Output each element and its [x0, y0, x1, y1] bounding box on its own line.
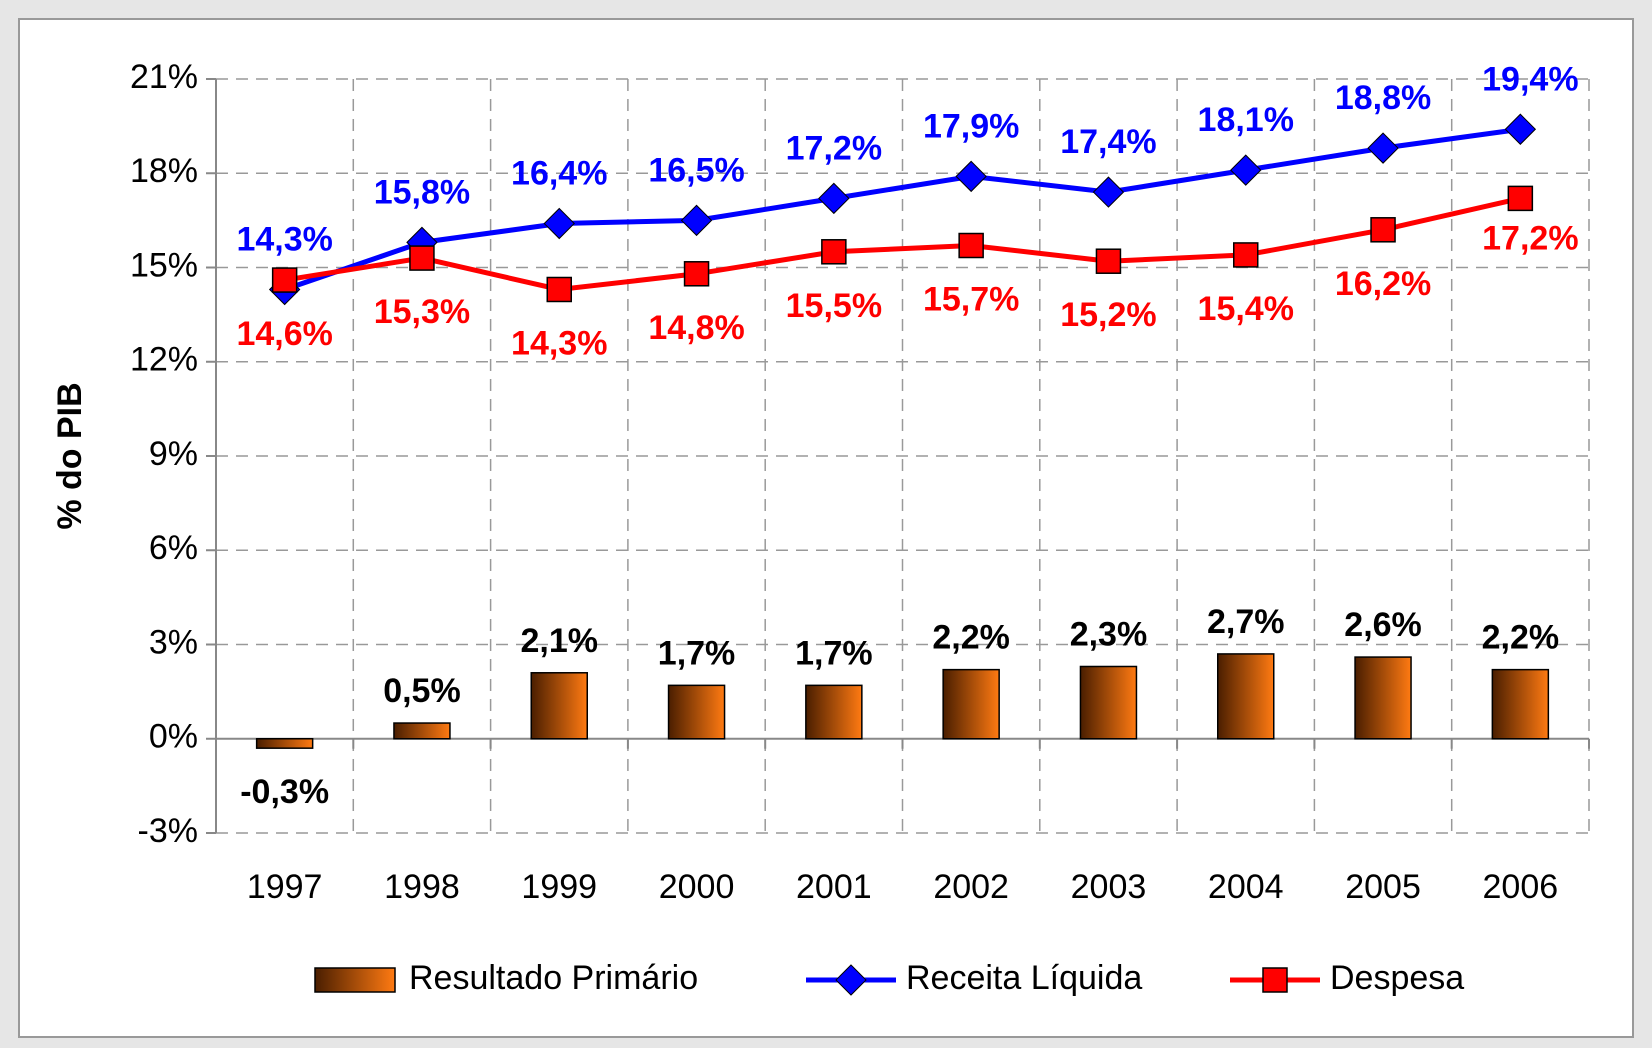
legend-marker: [1262, 967, 1288, 993]
data-label: 16,5%: [648, 151, 744, 189]
square-marker: [821, 239, 847, 265]
legend-label: Resultado Primário: [409, 959, 698, 997]
x-tick-label: 2001: [796, 868, 872, 906]
bar: [1217, 653, 1275, 740]
data-label: 15,5%: [786, 287, 882, 325]
x-tick-label: 2002: [933, 868, 1009, 906]
y-tick-label: 18%: [130, 152, 198, 190]
data-label: 14,3%: [236, 220, 332, 258]
chart-panel: [18, 18, 1634, 1038]
square-marker: [1233, 242, 1259, 268]
data-label: 17,2%: [786, 129, 882, 167]
square-marker: [958, 232, 984, 259]
y-tick-label: 0%: [149, 718, 198, 756]
data-label: 1,7%: [795, 634, 873, 672]
data-label: 1,7%: [658, 634, 736, 672]
y-tick-label: 15%: [130, 246, 198, 284]
square-marker: [546, 276, 572, 303]
x-tick-label: 1999: [521, 868, 597, 906]
data-label: 2,6%: [1344, 606, 1422, 644]
data-label: 2,1%: [521, 622, 599, 660]
diamond-marker: [1092, 176, 1125, 208]
y-tick-label: -3%: [138, 812, 198, 850]
legend-marker: [835, 964, 867, 996]
bar: [1491, 668, 1550, 740]
legend-label: Despesa: [1330, 959, 1464, 997]
diamond-marker: [1504, 113, 1537, 145]
data-label: 19,4%: [1482, 60, 1578, 98]
data-label: 2,3%: [1070, 615, 1148, 653]
line: [283, 126, 1521, 292]
bar: [393, 722, 451, 740]
x-tick-label: 1997: [247, 868, 323, 906]
data-label: 2,7%: [1207, 603, 1285, 641]
diamond-marker: [1367, 132, 1399, 164]
y-tick-label: 12%: [130, 341, 198, 379]
x-tick-label: 2004: [1208, 868, 1284, 906]
data-label: 15,4%: [1198, 290, 1294, 328]
diamond-marker: [680, 204, 713, 237]
x-tick-label: 2005: [1345, 868, 1421, 906]
square-marker: [1507, 185, 1534, 212]
bar: [942, 668, 1000, 740]
data-label: -0,3%: [240, 773, 329, 811]
data-label: 14,6%: [236, 315, 332, 353]
diamond-marker: [818, 182, 850, 215]
data-label: 2,2%: [932, 619, 1010, 657]
data-label: 14,8%: [648, 309, 744, 347]
data-label: 15,8%: [374, 173, 470, 211]
square-marker: [409, 245, 435, 271]
y-axis-title: % do PIB: [51, 382, 89, 529]
line: [284, 195, 1521, 293]
x-tick-label: 1998: [384, 868, 460, 906]
data-label: 16,4%: [511, 155, 607, 193]
data-label: 17,4%: [1060, 123, 1156, 161]
diamond-marker: [955, 160, 987, 193]
bar: [530, 672, 588, 740]
bar: [805, 684, 863, 740]
legend-label: Receita Líquida: [906, 959, 1142, 997]
square-marker: [1370, 217, 1396, 243]
y-tick-label: 9%: [149, 435, 198, 473]
data-label: 18,8%: [1335, 79, 1431, 117]
diamond-marker: [543, 207, 575, 240]
legend-swatch: [314, 967, 396, 993]
bar: [1354, 656, 1412, 740]
bar: [1079, 665, 1138, 740]
data-label: 18,1%: [1198, 101, 1294, 139]
data-label: 15,7%: [923, 280, 1019, 318]
data-label: 16,2%: [1335, 265, 1431, 303]
x-tick-label: 2000: [659, 868, 735, 906]
x-tick-label: 2006: [1483, 868, 1559, 906]
y-tick-label: 21%: [130, 58, 198, 96]
data-label: 15,2%: [1060, 296, 1156, 334]
bar: [667, 684, 726, 740]
data-label: 14,3%: [511, 324, 607, 362]
x-tick-label: 2003: [1071, 868, 1147, 906]
y-tick-label: 3%: [149, 623, 198, 661]
data-label: 17,2%: [1482, 219, 1578, 257]
bar: [255, 738, 314, 749]
diamond-marker: [1230, 154, 1262, 186]
data-label: 2,2%: [1482, 619, 1560, 657]
y-tick-label: 6%: [149, 529, 198, 567]
square-marker: [271, 267, 298, 293]
data-label: 15,3%: [374, 293, 470, 331]
data-label: 17,9%: [923, 107, 1019, 145]
square-marker: [683, 261, 710, 287]
data-label: 0,5%: [383, 672, 461, 710]
square-marker: [1095, 248, 1122, 274]
